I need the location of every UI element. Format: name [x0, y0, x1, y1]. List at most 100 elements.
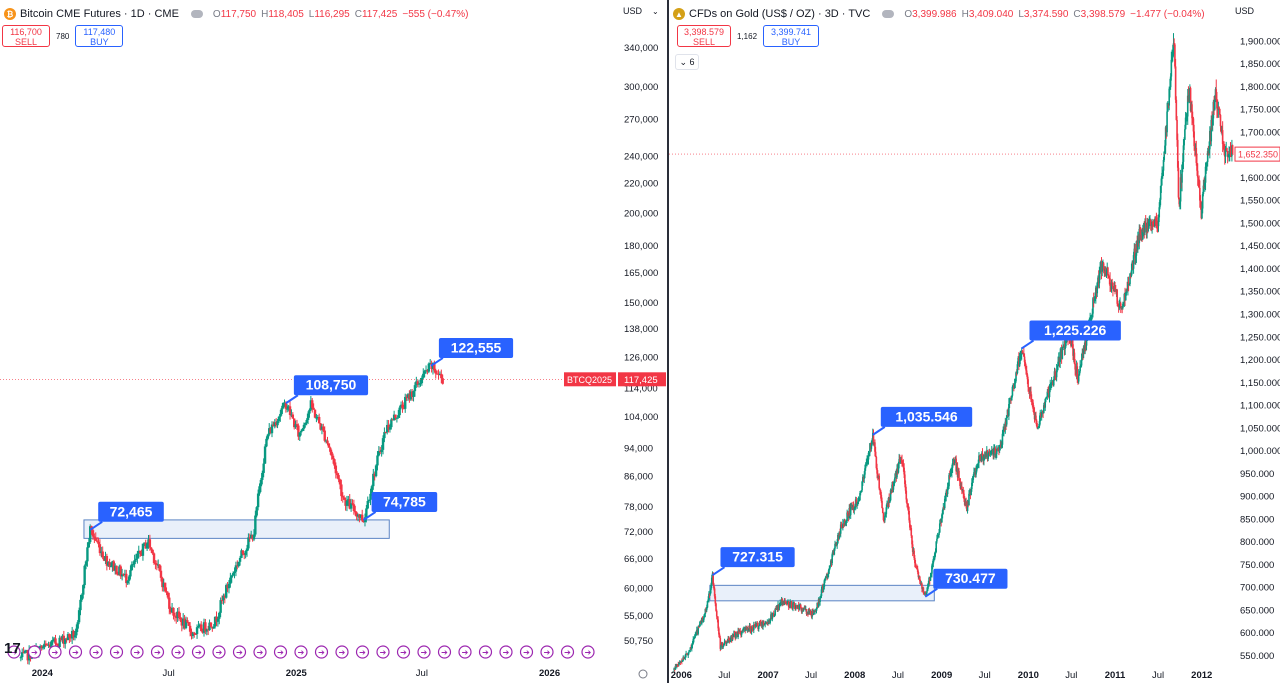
candle-body	[931, 563, 934, 566]
x-tick-label: 2009	[931, 670, 952, 681]
candle-body	[941, 514, 943, 523]
candle-body	[209, 622, 213, 627]
y-tick-label: 114,000	[624, 384, 658, 395]
candle-body	[763, 624, 766, 626]
candle-body	[202, 622, 206, 633]
y-tick-label: 78,000	[624, 502, 653, 513]
y-tick-label: 1,350.000	[1240, 287, 1280, 298]
candle-body	[184, 620, 188, 629]
candle-body	[740, 631, 743, 635]
candle-body	[1177, 167, 1180, 198]
candle-body	[901, 459, 903, 464]
candle-body	[86, 547, 89, 562]
candle-body	[188, 625, 192, 632]
candle-body	[1166, 111, 1168, 133]
candle-body	[841, 527, 843, 529]
candle-body	[1074, 363, 1076, 370]
left-sell-button[interactable]: 116,700 SELL	[2, 25, 50, 47]
left-ohlc: O117,750 H118,405 L116,295 C117,425 −555 (−0…	[212, 8, 469, 20]
candle-body	[1186, 95, 1189, 117]
right-currency-selector[interactable]: USD	[1235, 6, 1255, 16]
candle-body	[241, 550, 245, 554]
candle-body	[219, 600, 222, 613]
candle-body	[116, 574, 120, 576]
candle-body	[1166, 103, 1169, 112]
candle-body	[1164, 145, 1166, 152]
candle-body	[1015, 372, 1017, 382]
candle-body	[688, 650, 691, 652]
right-buy-button[interactable]: 3,399.741 BUY	[763, 25, 820, 47]
candle-body	[1127, 282, 1130, 285]
left-chart-pane[interactable]: 340,000 300,000 270,000 240,000 220,000 200,0…	[0, 0, 667, 683]
eye-icon[interactable]	[190, 10, 203, 18]
event-arrow-icon: ➔	[523, 648, 530, 657]
candle-body	[704, 608, 707, 615]
candle-body	[815, 608, 818, 611]
candle-body	[259, 479, 263, 487]
candle-body	[93, 536, 96, 538]
candle-body	[426, 370, 429, 372]
annotation-pointer	[924, 587, 938, 598]
candle-body	[201, 631, 204, 633]
candle-body	[82, 585, 85, 595]
y-tick-label: 270,000	[624, 115, 658, 126]
candle-body	[729, 640, 732, 642]
annotation-label: 727.315	[732, 549, 783, 565]
candle-body	[392, 414, 396, 421]
pane-divider[interactable]	[667, 0, 669, 683]
left-symbol-title[interactable]: Bitcoin CME Futures · 1D · CME	[20, 8, 179, 20]
candle-body	[159, 570, 163, 578]
y-tick-label: 72,000	[624, 527, 653, 538]
indicators-toggle-button[interactable]: ⌄ 6	[675, 54, 699, 70]
candle-body	[211, 626, 214, 629]
candle-body	[911, 544, 914, 552]
candle-body	[867, 459, 869, 461]
right-chart-pane[interactable]: 1,900.000 1,850.000 1,800.000 1,750.000 1,70…	[669, 0, 1280, 683]
candle-body	[1027, 379, 1029, 388]
candle-body	[1031, 401, 1034, 403]
right-sell-button[interactable]: 3,398.579 SELL	[677, 25, 731, 47]
candle-body	[179, 617, 182, 620]
candle-body	[286, 408, 289, 410]
candle-body	[1046, 391, 1049, 397]
candle-body	[892, 485, 895, 490]
candle-body	[919, 581, 922, 585]
candle-body	[772, 613, 775, 617]
candle-body	[97, 541, 100, 545]
candle-body	[98, 544, 102, 554]
candle-body	[79, 599, 82, 611]
candle-body	[998, 444, 1001, 450]
right-symbol-title[interactable]: CFDs on Gold (US$ / OZ) · 3D · TVC	[689, 8, 871, 20]
candle-body	[441, 378, 444, 384]
candle-body	[1178, 197, 1180, 205]
candle-body	[714, 596, 717, 604]
candle-body	[731, 635, 734, 641]
candle-body	[223, 595, 227, 598]
candle-body	[1142, 231, 1144, 240]
candle-body	[200, 624, 203, 632]
candle-body	[926, 590, 928, 593]
candle-body	[884, 515, 886, 521]
left-currency-selector[interactable]: USD ⌄	[623, 6, 659, 16]
candle-body	[351, 503, 354, 505]
event-arrow-icon: ➔	[462, 648, 469, 657]
event-icon	[7, 645, 21, 659]
candle-body	[1099, 267, 1101, 274]
bitcoin-chart[interactable]: 340,000 300,000 270,000 240,000 220,000 200,0…	[0, 0, 667, 683]
candle-body	[279, 413, 282, 417]
candle-body	[1174, 44, 1176, 67]
candle-body	[233, 571, 236, 574]
candle-body	[737, 630, 739, 638]
candle-body	[885, 507, 888, 515]
candle-body	[390, 419, 393, 428]
candle-body	[856, 503, 858, 505]
left-buy-button[interactable]: 117,480 BUY	[75, 25, 124, 47]
candle-body	[132, 564, 135, 566]
gold-chart[interactable]: 1,900.000 1,850.000 1,800.000 1,750.000 1,70…	[669, 0, 1280, 683]
candle-body	[750, 626, 753, 632]
candle-body	[1038, 426, 1040, 428]
candle-body	[208, 622, 211, 631]
y-tick-label: 138,000	[624, 324, 658, 335]
last-price-label: 117,425	[624, 375, 658, 386]
eye-icon[interactable]	[882, 10, 895, 18]
